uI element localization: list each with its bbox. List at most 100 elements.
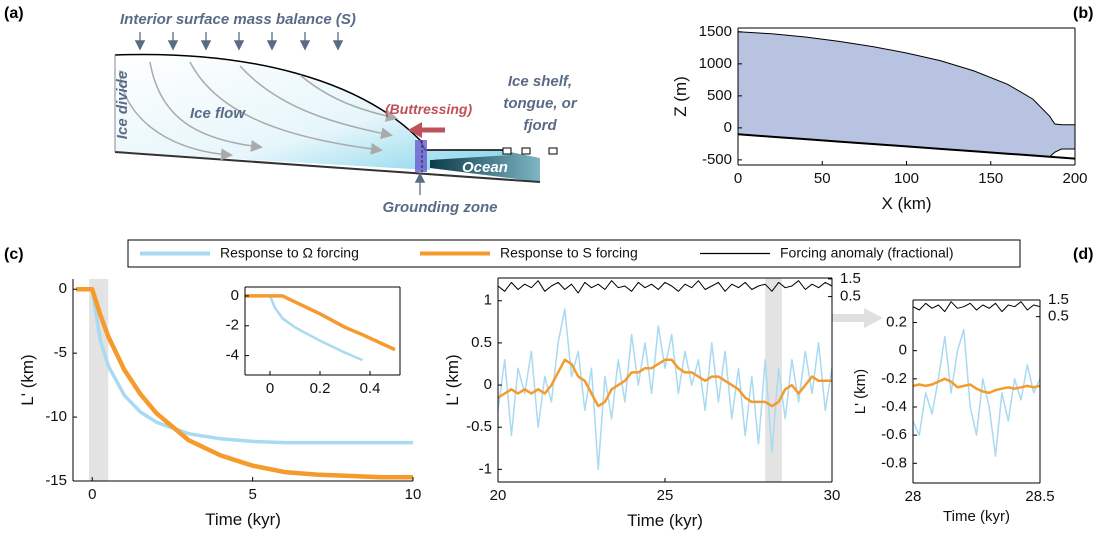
panel-label: (c) <box>4 246 24 263</box>
x-tick-label: 5 <box>248 486 256 503</box>
forcing-line <box>498 280 832 294</box>
x-tick-label: 100 <box>894 170 919 187</box>
shelf-box <box>548 147 558 155</box>
divide-label: Ice divide <box>114 71 131 139</box>
highlight-span <box>765 278 782 482</box>
buttressing-label: (Buttressing) <box>385 101 472 117</box>
legend-label: Forcing anomaly (fractional) <box>780 245 954 261</box>
diagram: Interior surface mass balance (S) Ice di… <box>114 11 578 216</box>
flow-arrow <box>149 61 263 152</box>
y-tick-label: -10 <box>45 408 67 425</box>
legend <box>127 239 1021 268</box>
x-axis-label: X (km) <box>881 194 931 213</box>
plot-area <box>738 31 1075 160</box>
panel: 0 0.2 0.4 0 -2 -4 <box>226 286 401 397</box>
y-axis-label: L' (km) <box>852 369 869 414</box>
y-tick-label: -0.5 <box>466 418 492 435</box>
y2-tick-label: 0.5 <box>1048 308 1069 325</box>
flow-arrow <box>299 74 398 122</box>
y-tick-label: 0 <box>231 287 239 304</box>
panel-label: (d) <box>1073 246 1093 263</box>
series-line <box>245 294 363 362</box>
x-tick-label: 0 <box>88 486 96 503</box>
x-tick-label: 0 <box>734 170 742 187</box>
series-line <box>76 287 413 445</box>
y2-tick-label: 1.5 <box>840 270 861 287</box>
y-axis-label: L' (km) <box>18 354 37 405</box>
x-tick-label: 20 <box>490 487 507 504</box>
y-tick-label: -4 <box>226 347 239 364</box>
panel: 28 28.5 0.2 0 -0.2 -0.4 -0.6 -0.8 1.50.5 Time (ky… <box>852 291 1069 525</box>
series-line <box>913 328 1040 458</box>
x-tick-label: 28.5 <box>1025 488 1054 505</box>
grounding-label: Grounding zone <box>383 199 498 216</box>
bed-line <box>738 133 1075 160</box>
shelf-box <box>502 147 512 155</box>
series-line <box>245 294 396 352</box>
y-tick-label: -0.4 <box>881 398 907 415</box>
flow-arrow <box>119 69 233 161</box>
zoom-arrow-head <box>864 308 883 328</box>
plot-area <box>245 294 396 362</box>
y-tick-label: -5 <box>54 344 67 361</box>
y-tick-label: -1 <box>479 460 492 477</box>
flow-arrow <box>189 61 383 155</box>
x-tick-label: 28 <box>905 488 922 505</box>
shelf-box <box>521 147 531 155</box>
y-tick-label: -0.8 <box>881 454 907 471</box>
x-tick-label: 0.4 <box>360 380 381 397</box>
x-tick-label: 10 <box>405 486 422 503</box>
x-axis-label: Time (kyr) <box>205 510 281 529</box>
grounding-zone <box>415 140 427 172</box>
y-tick-label: 0.5 <box>471 334 492 351</box>
series-line <box>76 286 413 480</box>
x-tick-label: 25 <box>657 487 674 504</box>
smb-label: Interior surface mass balance (S) <box>120 11 356 28</box>
plot-area <box>913 301 1040 458</box>
ocean-label: Ocean <box>462 159 508 176</box>
flow-label: Ice flow <box>190 105 246 122</box>
y-tick-label: 1500 <box>699 23 732 40</box>
legend-label: Response to S forcing <box>500 245 638 261</box>
x-axis-label: Time (kyr) <box>627 511 703 530</box>
plot-background <box>913 300 1040 483</box>
y-tick-label: -0.2 <box>881 370 907 387</box>
series-line <box>498 358 832 408</box>
legend-label: Response to Ω forcing <box>220 245 359 261</box>
y-tick-label: 1 <box>484 292 492 309</box>
y-tick-label: -15 <box>45 472 67 489</box>
shelf-label: fjord <box>523 117 557 134</box>
buttress-head <box>408 122 422 138</box>
plot-area <box>498 280 832 471</box>
bed <box>114 151 541 183</box>
x-tick-label: 50 <box>814 170 831 187</box>
y-tick-label: -2 <box>226 317 239 334</box>
plot-area <box>76 286 413 480</box>
y-tick-label: 500 <box>707 87 732 104</box>
y-tick-label: -0.6 <box>881 426 907 443</box>
y-axis-label: Z (m) <box>671 76 690 117</box>
x-tick-label: 150 <box>978 170 1003 187</box>
y2-tick-label: 0.5 <box>840 288 861 305</box>
plot-background <box>245 287 400 375</box>
shelf-label: Ice shelf, <box>508 73 572 90</box>
y-tick-label: 0 <box>59 280 67 297</box>
forcing-line <box>913 301 1040 313</box>
y-tick-label: 0 <box>899 342 907 359</box>
panel-label: (b) <box>1073 5 1093 22</box>
y-tick-label: 1000 <box>699 55 732 72</box>
x-axis-label: Time (kyr) <box>943 508 1010 525</box>
x-tick-label: 30 <box>824 487 841 504</box>
y2-tick-label: 1.5 <box>1048 291 1069 308</box>
y-tick-label: 0.2 <box>886 313 907 330</box>
x-tick-label: 0.2 <box>310 380 331 397</box>
shelf-label: tongue, or <box>503 95 577 112</box>
panel-label: (a) <box>4 5 24 22</box>
x-tick-label: 0 <box>266 380 274 397</box>
y-tick-label: 0 <box>484 376 492 393</box>
ocean-shape <box>430 152 540 182</box>
series-line <box>913 377 1040 395</box>
